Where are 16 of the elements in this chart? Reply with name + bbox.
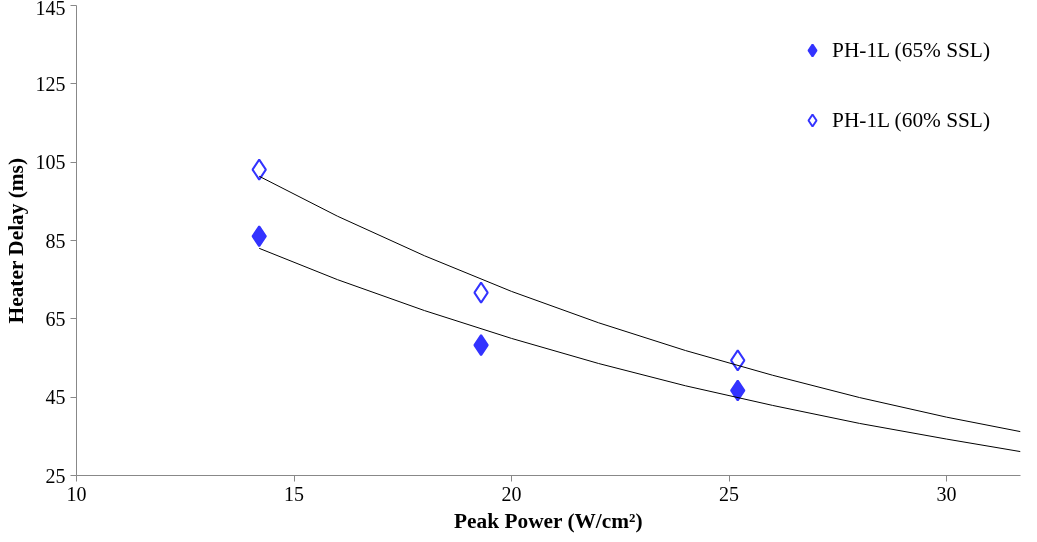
y-tick-label: 105 [35,151,66,174]
x-axis-title: Peak Power (W/cm²) [454,508,643,533]
x-tick-label: 25 [719,482,740,505]
x-tick-label: 10 [66,482,87,505]
x-tick-label: 30 [936,482,957,505]
y-tick-label: 25 [45,464,66,487]
y-tick-label: 125 [35,72,66,95]
x-tick-label: 20 [501,482,522,505]
x-tick-label: 15 [284,482,305,505]
y-tick-label: 45 [45,386,66,409]
legend-label: PH-1L (65% SSL) [832,37,990,63]
y-axis-title: Heater Delay (ms) [3,157,28,324]
y-tick-label: 85 [45,229,66,252]
legend-label: PH-1L (60% SSL) [832,107,990,133]
y-tick-label: 65 [45,307,66,330]
y-tick-label: 145 [35,0,66,19]
